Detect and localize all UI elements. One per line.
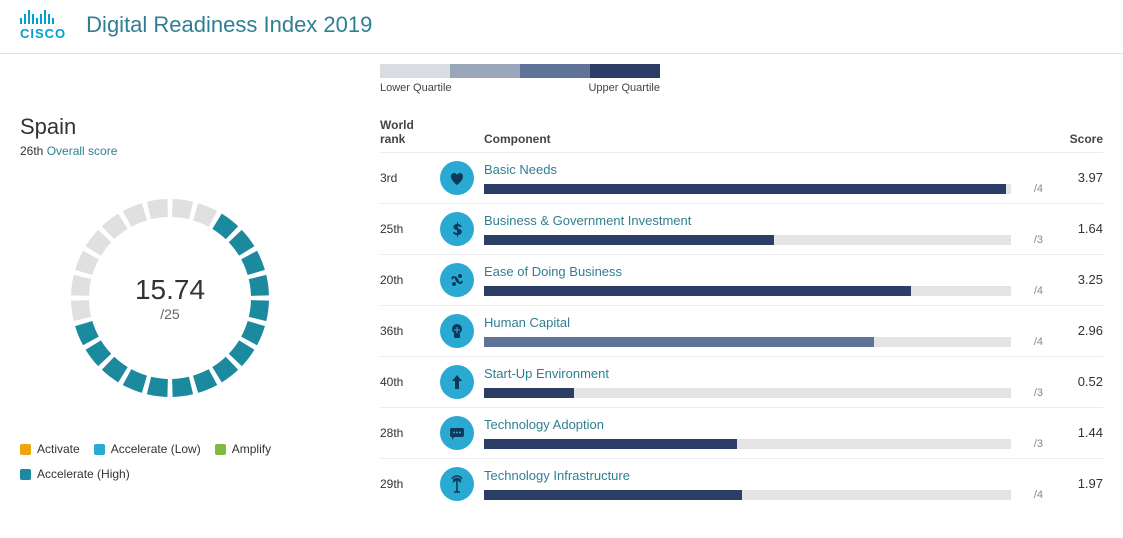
legend-swatch [94,444,105,455]
row-rank: 29th [380,477,440,491]
score-bar [484,184,1011,194]
score-bar [484,388,1011,398]
score-bar [484,490,1011,500]
legend-item: Accelerate (Low) [94,438,201,461]
max-label: /3 [1019,438,1043,450]
overall-rank: 26th [20,144,43,158]
component-name[interactable]: Business & Government Investment [484,213,1043,228]
donut-score: 15.74 [135,274,205,306]
head-component: Component [484,132,1043,146]
component-rows: 3rd Basic Needs /4 3.97 25th Business [380,152,1103,509]
row-score: 2.96 [1078,323,1103,338]
row-icon-wrap [440,263,484,297]
quartile-bar [380,64,660,78]
row-icon-wrap [440,212,484,246]
cisco-logo: CISCO [20,8,66,41]
component-name[interactable]: Basic Needs [484,162,1043,177]
score-bar [484,337,1011,347]
row-rank: 25th [380,222,440,236]
header: CISCO Digital Readiness Index 2019 [0,0,1123,54]
tower-icon [440,467,474,501]
table-row: 28th Technology Adoption /3 1.44 [380,407,1103,458]
legend-label: Activate [37,438,80,461]
quartile-labels: Lower Quartile Upper Quartile [380,82,660,94]
legend-label: Accelerate (High) [37,463,130,486]
main: Spain 26th Overall score 15.74 /25 Activ… [0,54,1123,509]
arrowup-icon [440,365,474,399]
max-label: /4 [1019,489,1043,501]
table-header: World rank Component Score [380,112,1103,152]
row-rank: 3rd [380,171,440,185]
score-bar [484,439,1011,449]
table-row: 3rd Basic Needs /4 3.97 [380,152,1103,203]
overall-rank-label[interactable]: Overall score [47,144,118,158]
max-label: /3 [1019,387,1043,399]
donut-max: /25 [135,306,205,322]
quartile-low-label: Lower Quartile [380,82,452,94]
score-bar [484,286,1011,296]
country-name: Spain [20,114,380,140]
legend-item: Amplify [215,438,271,461]
cisco-logo-text: CISCO [20,26,66,41]
component-name[interactable]: Start-Up Environment [484,366,1043,381]
row-score: 3.25 [1078,272,1103,287]
legend-swatch [20,444,31,455]
table-row: 29th Technology Infrastructure /4 1.97 [380,458,1103,509]
row-score: 1.97 [1078,476,1103,491]
row-rank: 40th [380,375,440,389]
legend-item: Activate [20,438,80,461]
quartile-key: Lower Quartile Upper Quartile [380,64,1103,94]
head-score: Score [1043,132,1103,146]
max-label: /4 [1019,336,1043,348]
row-score: 0.52 [1078,374,1103,389]
row-icon-wrap [440,416,484,450]
row-icon-wrap [440,365,484,399]
row-rank: 28th [380,426,440,440]
row-rank: 36th [380,324,440,338]
row-icon-wrap [440,467,484,501]
heart-icon [440,161,474,195]
legend-swatch [20,469,31,480]
overall-score-line: 26th Overall score [20,144,380,158]
quartile-high-label: Upper Quartile [588,82,660,94]
legend-swatch [215,444,226,455]
legend-label: Amplify [232,438,271,461]
table-row: 25th Business & Government Investment /3… [380,203,1103,254]
right-panel: Lower Quartile Upper Quartile World rank… [380,64,1103,509]
legend: Activate Accelerate (Low) Amplify Accele… [20,438,380,487]
cisco-logo-bars [20,8,54,24]
row-rank: 20th [380,273,440,287]
legend-item: Accelerate (High) [20,463,130,486]
brain-icon [440,314,474,348]
row-icon-wrap [440,161,484,195]
table-row: 40th Start-Up Environment /3 0.52 [380,356,1103,407]
row-score: 1.44 [1078,425,1103,440]
donut-chart: 15.74 /25 [50,178,290,418]
row-icon-wrap [440,314,484,348]
max-label: /3 [1019,234,1043,246]
cycle-icon [440,263,474,297]
max-label: /4 [1019,183,1043,195]
max-label: /4 [1019,285,1043,297]
row-score: 3.97 [1078,170,1103,185]
table-row: 20th Ease of Doing Business /4 3.25 [380,254,1103,305]
component-name[interactable]: Technology Infrastructure [484,468,1043,483]
table-row: 36th Human Capital /4 2.96 [380,305,1103,356]
score-bar [484,235,1011,245]
chat-icon [440,416,474,450]
dollar-icon [440,212,474,246]
component-name[interactable]: Ease of Doing Business [484,264,1043,279]
head-rank: World rank [380,118,440,146]
left-panel: Spain 26th Overall score 15.74 /25 Activ… [20,64,380,509]
page-title: Digital Readiness Index 2019 [86,12,372,38]
legend-label: Accelerate (Low) [111,438,201,461]
component-name[interactable]: Technology Adoption [484,417,1043,432]
component-name[interactable]: Human Capital [484,315,1043,330]
row-score: 1.64 [1078,221,1103,236]
